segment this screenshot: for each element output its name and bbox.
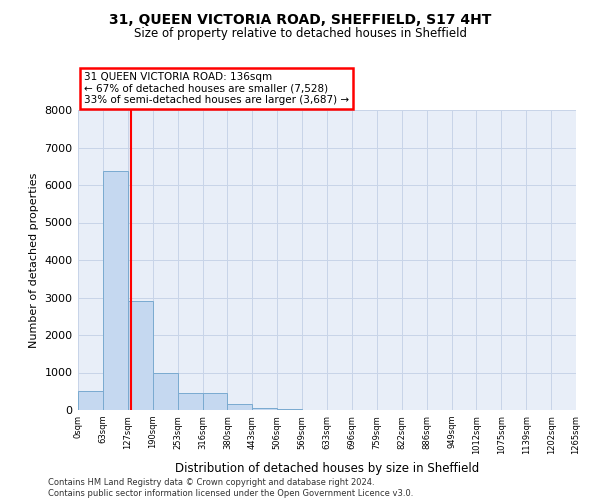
Bar	[78, 391, 103, 410]
Bar	[178, 393, 203, 410]
Text: Size of property relative to detached houses in Sheffield: Size of property relative to detached ho…	[133, 28, 467, 40]
Bar	[277, 409, 302, 410]
Bar	[253, 408, 277, 410]
Bar	[227, 404, 253, 410]
Bar	[152, 372, 178, 410]
Text: Contains HM Land Registry data © Crown copyright and database right 2024.
Contai: Contains HM Land Registry data © Crown c…	[48, 478, 413, 498]
Text: 31 QUEEN VICTORIA ROAD: 136sqm
← 67% of detached houses are smaller (7,528)
33% : 31 QUEEN VICTORIA ROAD: 136sqm ← 67% of …	[84, 72, 349, 105]
Text: 31, QUEEN VICTORIA ROAD, SHEFFIELD, S17 4HT: 31, QUEEN VICTORIA ROAD, SHEFFIELD, S17 …	[109, 12, 491, 26]
Y-axis label: Number of detached properties: Number of detached properties	[29, 172, 39, 348]
X-axis label: Distribution of detached houses by size in Sheffield: Distribution of detached houses by size …	[175, 462, 479, 475]
Bar	[128, 301, 153, 410]
Bar	[103, 171, 128, 410]
Bar	[203, 393, 227, 410]
